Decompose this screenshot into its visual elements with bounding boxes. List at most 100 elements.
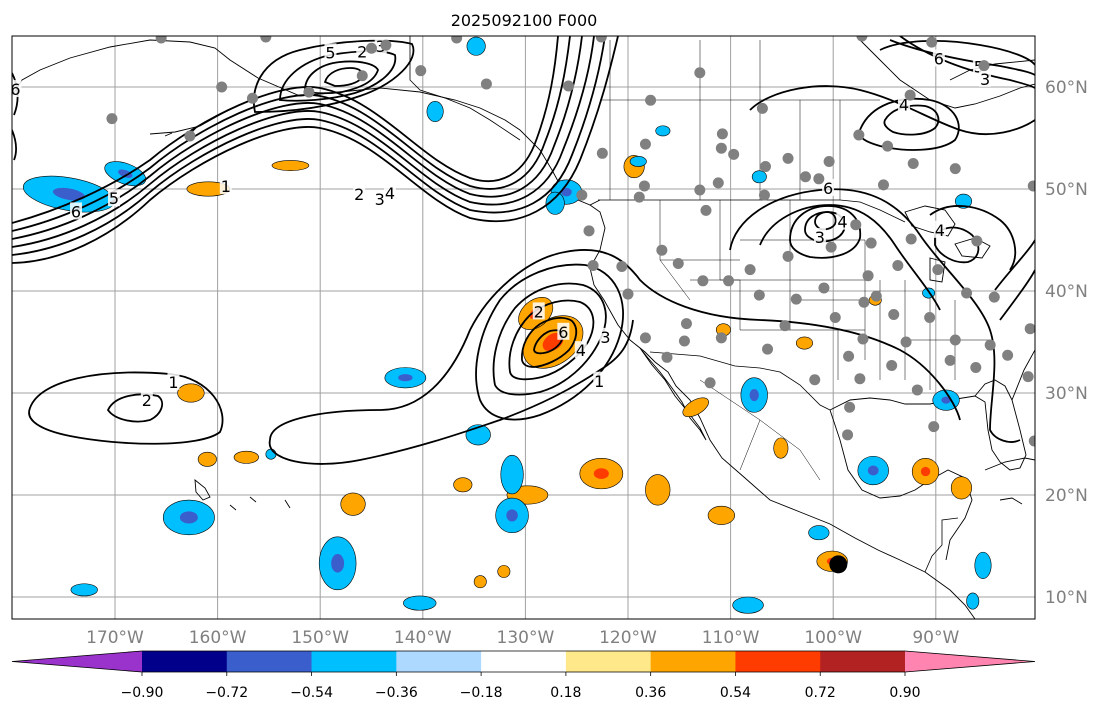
contour-label-backing	[593, 371, 606, 389]
station-dot	[704, 377, 716, 389]
colorbar-segment	[142, 651, 228, 672]
station-dot	[900, 336, 912, 348]
political-borders	[409, 36, 959, 573]
contour-east-3	[994, 239, 1035, 291]
positive-anomaly-area-outer	[682, 397, 709, 418]
longitude-tick-label: 170°W	[86, 628, 144, 648]
negative-anomaly-area	[966, 592, 980, 610]
negative-anomaly-area	[655, 125, 671, 137]
border-us-canada	[598, 199, 906, 223]
latitude-tick-label: 30°N	[1045, 384, 1088, 404]
contour-west-closed-2	[12, 129, 18, 161]
station-dot	[782, 250, 794, 262]
longitude-tick-label: 150°W	[291, 628, 349, 648]
station-dot	[854, 373, 866, 385]
positive-anomaly-area	[773, 437, 789, 459]
negative-anomaly-area	[732, 596, 764, 614]
station-dot	[246, 92, 258, 104]
station-dot	[1080, 57, 1091, 68]
station-dot	[905, 233, 917, 245]
coastline-hawaii	[194, 478, 291, 511]
station-dot	[924, 312, 936, 324]
negative-anomaly-area	[426, 100, 444, 122]
positive-anomaly-area-outer	[950, 476, 973, 500]
negative-anomaly-area-core	[941, 396, 951, 404]
contour-label-backing	[836, 212, 849, 230]
station-dot	[1022, 371, 1034, 383]
station-dot	[904, 89, 916, 101]
positive-anomaly-area-outer	[497, 565, 511, 578]
station-dot	[926, 36, 938, 48]
negative-anomaly-area-outer	[808, 525, 830, 541]
station-dot	[638, 180, 650, 192]
negative-anomaly-area	[740, 377, 768, 413]
station-dot	[639, 138, 651, 150]
station-dot	[672, 257, 684, 269]
contour-label: 5	[109, 189, 119, 208]
station-dot	[680, 318, 692, 330]
station-dot	[829, 312, 841, 324]
contour-subtropical-1	[28, 371, 224, 445]
negative-anomaly-area-outer	[265, 448, 277, 460]
contour-cutoff-low-4	[492, 282, 607, 396]
positive-anomaly-area	[707, 505, 736, 525]
coastline-florida	[974, 379, 1013, 401]
longitude-tick-label: 160°W	[189, 628, 247, 648]
station-dot	[944, 354, 956, 366]
station-dot	[759, 161, 771, 173]
map-layers: 1234562643112643465323456	[12, 36, 1091, 619]
contour-label: 6	[934, 49, 944, 68]
station-dot	[970, 362, 982, 373]
positive-anomaly-area-outer	[340, 492, 366, 516]
station-dot	[813, 173, 825, 185]
contour-gulf-alaska-2	[279, 50, 397, 102]
negative-anomaly-area	[500, 454, 524, 495]
contour-north-3	[899, 36, 1035, 89]
negative-anomaly-area	[495, 497, 529, 534]
contour-east-2	[934, 226, 980, 264]
contour-label-backing	[324, 43, 337, 61]
contour-midwest-5	[814, 211, 837, 231]
station-dot	[888, 308, 900, 320]
negative-anomaly-area-outer	[70, 583, 98, 597]
station-dot	[303, 86, 315, 98]
station-dot	[907, 158, 919, 169]
station-dot	[790, 293, 802, 305]
contour-midwest-1	[729, 188, 1021, 443]
station-dot	[892, 260, 904, 271]
positive-anomaly-area-outer	[707, 505, 736, 525]
colorbar-tick-label: −0.54	[290, 685, 333, 701]
station-dot	[865, 237, 877, 249]
positive-anomaly-area-outer	[645, 474, 671, 506]
contour-label-backing	[353, 185, 366, 203]
positive-anomaly-area	[579, 457, 624, 490]
positive-anomaly-area	[233, 450, 259, 464]
station-dot	[782, 152, 794, 164]
contour-lines	[12, 36, 1035, 465]
positive-anomaly-area-outer	[177, 383, 205, 403]
contour-label-backing	[979, 69, 992, 87]
positive-anomaly-area	[177, 383, 205, 403]
contour-label: 4	[899, 95, 909, 114]
station-dot	[716, 128, 728, 140]
positive-anomaly-area-outer	[795, 336, 813, 350]
colorbar-tick-label: −0.90	[121, 685, 164, 701]
colorbar-min-extension	[12, 651, 142, 672]
contour-label-backing	[822, 178, 835, 196]
station-dot	[645, 94, 657, 106]
colorbar-segment	[481, 651, 567, 672]
station-dot	[753, 289, 765, 301]
station-dot	[694, 184, 706, 196]
contour-cutoff-low-6	[521, 317, 578, 368]
colorbar-tick-label: −0.36	[375, 685, 418, 701]
station-markers	[106, 36, 1091, 447]
negative-anomaly-area-core	[506, 509, 518, 522]
station-dot	[762, 343, 774, 355]
positive-anomaly-area-outer	[197, 451, 217, 467]
station-dot	[844, 401, 856, 413]
contour-label-backing	[532, 302, 545, 320]
negative-anomaly-area-core	[179, 511, 198, 524]
border-alaska-canada	[409, 36, 521, 141]
station-dot	[932, 264, 944, 276]
